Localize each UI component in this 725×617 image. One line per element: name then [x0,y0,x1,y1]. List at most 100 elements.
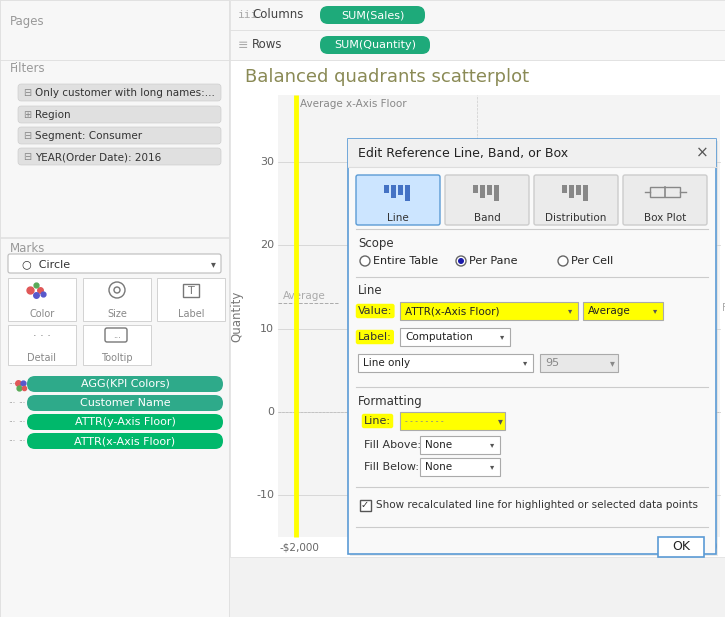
Bar [473,185,478,193]
Text: None: None [425,440,452,450]
Text: Distribution: Distribution [545,213,607,223]
FancyBboxPatch shape [320,6,425,24]
Text: ×: × [695,146,708,160]
Bar [83,325,151,365]
Bar [384,185,389,193]
Text: Region: Region [35,110,70,120]
Text: 95: 95 [545,358,559,368]
Text: 0: 0 [267,407,274,417]
FancyBboxPatch shape [27,376,223,392]
Text: ○  Circle: ○ Circle [22,259,70,269]
Bar [658,537,704,557]
Text: SUM(Sales): SUM(Sales) [341,10,404,20]
Bar [183,284,199,297]
Text: Fill Above:: Fill Above: [364,440,421,450]
Text: ⊟: ⊟ [23,152,31,162]
Text: ···: ··· [18,437,25,447]
FancyBboxPatch shape [623,175,707,225]
Bar [540,354,618,372]
Text: ···: ··· [18,399,25,408]
Bar [230,0,725,30]
Text: ATTR(x-Axis Floor): ATTR(x-Axis Floor) [75,436,175,446]
Text: · · ·: · · · [33,331,51,341]
Text: 20: 20 [260,240,274,250]
Text: ▾: ▾ [500,333,504,341]
Text: Average: Average [588,306,631,316]
Bar [0,0,229,60]
Text: ...: ... [113,331,121,339]
Bar [398,185,403,195]
Text: ⊟: ⊟ [23,131,31,141]
FancyBboxPatch shape [356,175,440,225]
Bar [358,354,533,372]
Text: Per Pane: Per Pane [469,256,518,266]
FancyBboxPatch shape [18,148,221,165]
Bar [157,278,225,321]
Text: ATTR(x-Axis Floor): ATTR(x-Axis Floor) [405,306,500,316]
Text: Size: Size [107,309,127,319]
FancyBboxPatch shape [534,175,618,225]
Text: ···: ··· [8,381,15,389]
Text: -10: -10 [256,491,274,500]
Bar [348,139,716,554]
Text: ···: ··· [8,437,15,447]
FancyBboxPatch shape [18,127,221,144]
Bar [400,302,578,320]
Text: Filters: Filters [10,62,46,75]
Bar [494,185,499,201]
Text: -$2,000: -$2,000 [280,542,320,552]
Text: Formatting: Formatting [358,394,423,407]
Circle shape [673,183,681,191]
Text: 3,000: 3,000 [689,542,718,552]
Text: Pages: Pages [10,15,45,28]
FancyBboxPatch shape [27,433,223,449]
FancyBboxPatch shape [8,254,221,273]
Text: Average x-Axis Floor: Average x-Axis Floor [300,99,407,109]
Text: Floor: Floor [722,304,725,313]
FancyBboxPatch shape [27,395,223,411]
Text: ✓: ✓ [361,500,369,510]
Text: AGG(KPI Colors): AGG(KPI Colors) [80,379,170,389]
Bar [278,95,720,537]
Text: YEAR(Order Date): 2016: YEAR(Order Date): 2016 [35,152,161,162]
Text: ···: ··· [8,399,15,408]
Text: ▾: ▾ [490,463,494,471]
Text: Marks: Marks [10,242,46,255]
FancyBboxPatch shape [18,84,221,101]
Text: Color: Color [30,309,54,319]
Text: Box Plot: Box Plot [644,213,686,223]
Text: iii: iii [238,10,258,20]
Text: Line: Line [358,284,383,297]
Text: 10: 10 [260,323,274,334]
Text: ▾: ▾ [523,358,527,368]
FancyBboxPatch shape [27,414,223,430]
Circle shape [603,141,611,149]
Text: ▾: ▾ [490,441,494,450]
Text: T: T [188,286,194,296]
Text: Entire Table: Entire Table [373,256,438,266]
Text: SUM(Quantity): SUM(Quantity) [334,40,416,50]
Circle shape [456,256,466,266]
Text: Show recalculated line for highlighted or selected data points: Show recalculated line for highlighted o… [376,500,698,510]
Bar [0,0,229,617]
Bar [360,500,371,511]
Text: Rows: Rows [252,38,283,51]
Text: ATTR(y-Axis Floor): ATTR(y-Axis Floor) [75,417,175,427]
Bar [576,185,581,195]
Text: Balanced quadrants scatterplot: Balanced quadrants scatterplot [245,68,529,86]
Text: Per Cell: Per Cell [571,256,613,266]
Bar [583,302,663,320]
Text: Band: Band [473,213,500,223]
Text: ▾: ▾ [653,307,657,315]
Text: Quantity: Quantity [231,291,244,342]
Text: Label:: Label: [358,332,392,342]
Bar [420,458,500,476]
Text: None: None [425,462,452,472]
Text: ▾: ▾ [568,307,572,315]
Bar [8,325,76,365]
Text: ≡: ≡ [238,38,249,51]
Bar [348,139,716,167]
Text: ···: ··· [18,418,25,428]
Bar [230,60,725,557]
Bar [569,185,574,198]
